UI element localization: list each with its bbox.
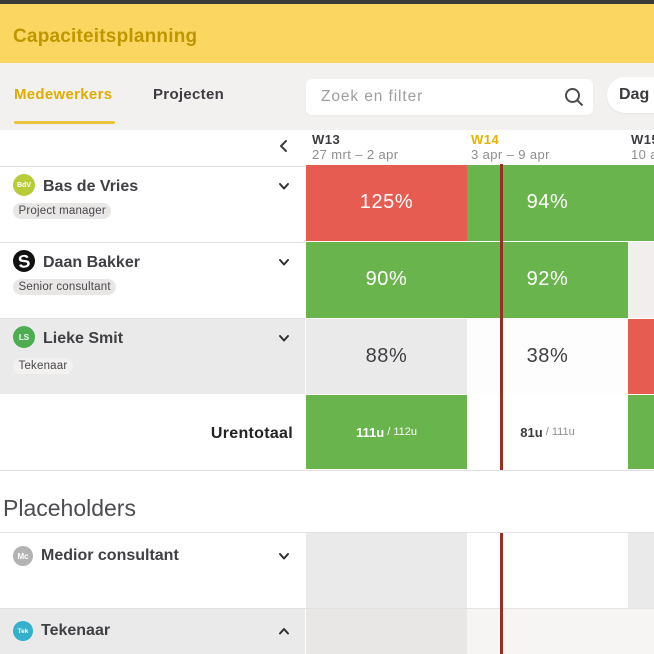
svg-text:S: S <box>17 251 32 272</box>
